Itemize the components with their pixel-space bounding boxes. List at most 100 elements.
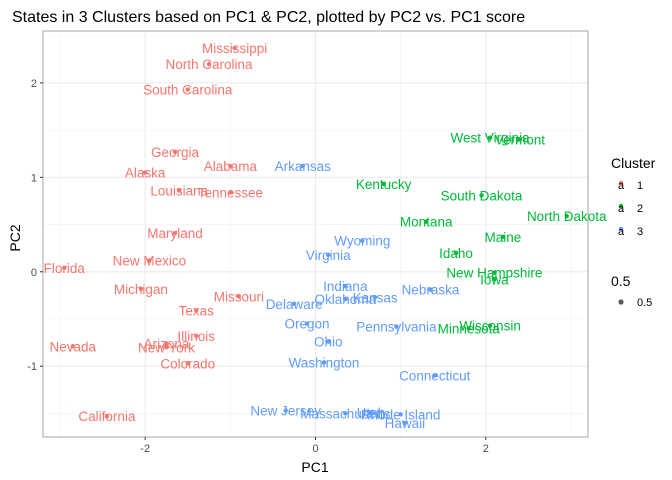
legend-key-marker (618, 203, 624, 209)
point-marker (300, 163, 305, 169)
y-axis-title: PC2 (7, 224, 23, 251)
x-tick-label: -2 (140, 443, 150, 455)
point-marker (517, 137, 523, 142)
point-label: Louisiana (150, 184, 208, 199)
state-point: Montana (400, 215, 453, 230)
cluster-legend-title: Cluster (611, 155, 656, 171)
state-point: New Mexico (113, 253, 187, 268)
x-tick-label: 0 (312, 443, 318, 455)
x-tick-label: 2 (483, 443, 489, 455)
point-label: Virginia (306, 248, 351, 263)
point-label: Tennessee (198, 185, 263, 200)
state-point: Maine (484, 230, 521, 245)
state-point: Indiana (323, 279, 368, 294)
point-marker (424, 219, 429, 224)
point-marker (185, 361, 190, 366)
y-tick-label: -1 (27, 361, 37, 373)
state-point: Washington (289, 355, 360, 370)
legend-entry-label: 2 (637, 203, 643, 215)
point-label: Oregon (284, 317, 329, 332)
point-marker (172, 149, 178, 155)
point-label: Maine (484, 230, 521, 245)
point-label: Michigan (114, 282, 168, 297)
point-marker (321, 360, 327, 365)
state-point: Illinois (178, 329, 216, 344)
state-point: Maryland (147, 226, 203, 241)
point-label: Wisconsin (459, 319, 521, 334)
legend-key-glyph: a (618, 226, 625, 238)
state-point: Texas (179, 303, 215, 318)
point-marker (147, 258, 152, 263)
point-marker (564, 213, 569, 219)
point-label: New Mexico (113, 253, 187, 268)
state-point: Ohio (314, 335, 343, 350)
point-marker (343, 411, 348, 416)
point-label: Rhode Island (361, 407, 441, 422)
point-marker (70, 344, 76, 349)
point-marker (492, 277, 497, 282)
legend-key-glyph: a (618, 203, 625, 215)
state-point: Iowa (480, 272, 509, 287)
point-marker (177, 188, 182, 193)
state-point: South Carolina (143, 83, 233, 98)
state-point: Connecticut (399, 369, 471, 384)
state-point: Michigan (114, 282, 168, 297)
point-label: West Virginia (451, 131, 531, 146)
legend-entry-label: 3 (637, 226, 643, 238)
point-marker (232, 45, 237, 51)
point-marker (172, 230, 178, 236)
point-marker (104, 414, 110, 419)
point-marker (428, 287, 433, 292)
state-point: Alabama (204, 159, 258, 174)
point-label: Idaho (439, 246, 473, 261)
point-label: Pennsylvania (356, 320, 437, 335)
state-point: Arizona (144, 337, 190, 352)
point-label: Texas (179, 303, 215, 318)
state-point: Oklahoma (315, 292, 377, 307)
point-label: Wyoming (334, 234, 390, 249)
point-label: Colorado (160, 356, 215, 371)
point-label: New York (138, 340, 195, 355)
point-label: Delaware (266, 297, 323, 312)
state-point: Virginia (306, 248, 351, 263)
point-label: Maryland (147, 226, 203, 241)
point-marker (194, 308, 199, 313)
point-marker (326, 339, 331, 344)
point-marker (326, 252, 331, 257)
point-label: Connecticut (399, 369, 471, 384)
state-point: Tennessee (198, 185, 263, 200)
state-point: Florida (44, 261, 86, 276)
state-point: Vermont (495, 133, 546, 148)
point-marker (398, 412, 403, 417)
y-tick-label: 2 (31, 78, 37, 90)
state-point: Massachusetts (300, 406, 390, 421)
point-label: Kansas (353, 290, 398, 305)
state-point: Georgia (151, 145, 200, 160)
state-point: Wyoming (334, 234, 390, 249)
legend-entry-label: 0.5 (637, 297, 652, 309)
state-point: Utah (357, 405, 386, 420)
point-marker (381, 181, 386, 187)
point-marker (466, 326, 471, 331)
point-label: New Hampshire (446, 266, 542, 281)
point-marker (304, 321, 310, 326)
point-marker (487, 135, 493, 140)
point-label: Alabama (204, 159, 258, 174)
point-marker (453, 250, 459, 256)
point-marker (194, 333, 199, 339)
point-label: Mississippi (202, 41, 267, 56)
point-marker (372, 295, 378, 300)
state-point: Nevada (50, 339, 97, 354)
state-point: Mississippi (202, 41, 267, 56)
state-point: South Dakota (441, 188, 523, 203)
state-point: Idaho (439, 246, 473, 261)
state-point: California (78, 409, 136, 424)
point-marker (164, 341, 169, 346)
point-marker (343, 283, 348, 289)
state-point: Colorado (160, 356, 215, 371)
size-legend-title: 0.5 (611, 273, 631, 289)
point-label: Washington (289, 355, 360, 370)
point-label: North Dakota (527, 209, 607, 224)
